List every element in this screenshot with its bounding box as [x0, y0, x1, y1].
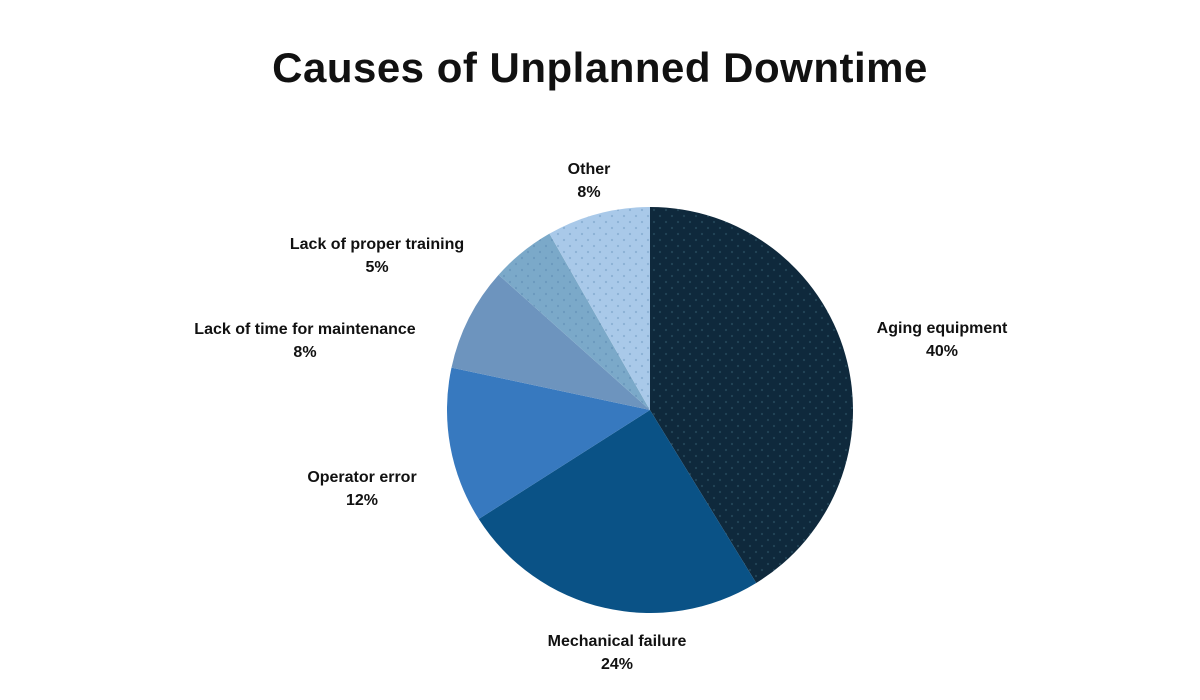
slice-label-lack-of-time-for-maintenance: Lack of time for maintenance 8%	[194, 318, 415, 364]
slice-label-percent: 8%	[577, 184, 601, 201]
slice-label-name: Mechanical failure	[547, 633, 687, 650]
slice-label-operator-error: Operator error 12%	[307, 466, 416, 512]
slice-label-other: Other 8%	[568, 158, 611, 204]
chart-title: Causes of Unplanned Downtime	[272, 44, 928, 91]
slice-label-percent: 40%	[925, 343, 959, 360]
slice-label-percent: 8%	[293, 344, 317, 361]
slice-label-name: Operator error	[307, 469, 417, 486]
slice-label-name: Lack of proper training	[289, 236, 465, 253]
slice-label-name: Aging equipment	[876, 320, 1008, 337]
pie-slice-operator-error	[447, 367, 650, 519]
slice-label-mechanical-failure: Mechanical failure 24%	[548, 630, 687, 676]
slice-label-percent: 12%	[345, 492, 379, 509]
slice-label-name: Lack of time for maintenance	[194, 321, 416, 338]
pie-slice-lack-of-time-for-maintenance	[451, 274, 650, 410]
slice-label-percent: 5%	[365, 259, 389, 276]
slice-label-lack-of-proper-training: Lack of proper training 5%	[290, 233, 464, 279]
pie-slice-lack-of-proper-training	[498, 233, 650, 410]
slice-label-aging-equipment: Aging equipment 40%	[877, 317, 1008, 363]
pie-chart	[447, 207, 853, 613]
slice-label-name: Other	[567, 161, 611, 178]
pie-slice-other	[549, 207, 650, 410]
pie-slice-aging-equipment	[650, 207, 853, 583]
pie-slice-mechanical-failure	[478, 410, 757, 613]
slice-label-percent: 24%	[600, 656, 634, 673]
